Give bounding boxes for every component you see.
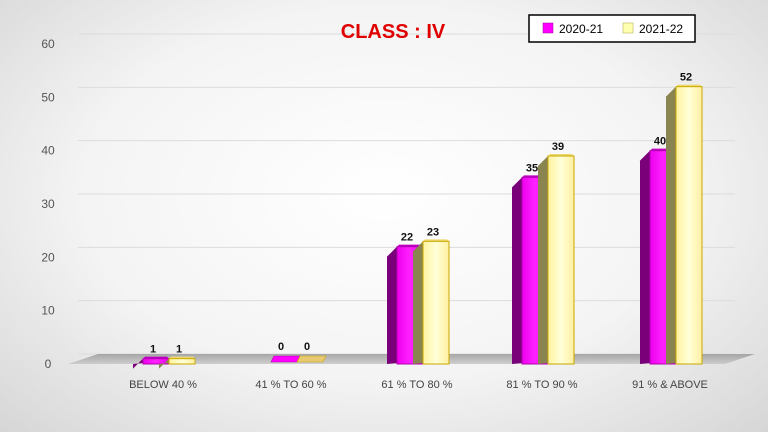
chart-title: CLASS : IV bbox=[341, 21, 446, 43]
legend-swatch-2021-22 bbox=[622, 22, 634, 34]
bar-side bbox=[413, 241, 423, 364]
legend-label-2020-21: 2020-21 bbox=[559, 22, 603, 36]
y-tick-label: 60 bbox=[41, 37, 55, 51]
bar-top bbox=[676, 84, 702, 87]
x-tick-label: 61 % TO 80 % bbox=[381, 379, 452, 391]
y-tick-label: 30 bbox=[41, 197, 55, 211]
bar-2020-21-0 bbox=[133, 356, 170, 369]
data-label: 39 bbox=[552, 141, 564, 153]
x-tick-label: 41 % TO 60 % bbox=[255, 379, 326, 391]
x-tick-label: 81 % TO 90 % bbox=[506, 379, 577, 391]
y-tick-label: 10 bbox=[41, 304, 55, 318]
y-axis: 0 10 20 30 40 50 60 bbox=[41, 37, 55, 371]
legend: 2020-21 2021-22 bbox=[528, 14, 696, 43]
bars bbox=[133, 84, 703, 369]
y-tick-label: 50 bbox=[41, 90, 55, 104]
bar-2021-22-2 bbox=[413, 239, 450, 365]
bar-top bbox=[397, 244, 423, 247]
bar-zero bbox=[296, 355, 327, 363]
bar-2021-22-1 bbox=[296, 355, 327, 363]
bar-front bbox=[675, 86, 703, 365]
bar-2021-22-3 bbox=[538, 154, 575, 365]
y-tick-label: 40 bbox=[41, 144, 55, 158]
x-tick-label: BELOW 40 % bbox=[129, 379, 197, 391]
x-tick-label: 91 % & ABOVE bbox=[632, 379, 708, 391]
x-axis: BELOW 40 % 41 % TO 60 % 61 % TO 80 % 81 % T… bbox=[129, 379, 708, 391]
bar-side bbox=[133, 358, 143, 369]
bar-side bbox=[666, 86, 676, 365]
bar-side bbox=[538, 156, 548, 364]
data-label: 22 bbox=[401, 232, 413, 244]
data-label: 1 bbox=[176, 344, 182, 356]
data-label: 40 bbox=[654, 136, 666, 148]
y-tick-label: 20 bbox=[41, 250, 55, 264]
data-labels: 1 1 0 0 22 23 35 39 40 52 bbox=[150, 72, 692, 356]
bar-side bbox=[640, 150, 650, 364]
bar-zero bbox=[270, 355, 301, 363]
data-label: 1 bbox=[150, 344, 156, 356]
bar-2021-22-0 bbox=[159, 356, 196, 369]
bar-side bbox=[512, 177, 522, 364]
data-label: 0 bbox=[278, 341, 284, 353]
bar-2021-22-4 bbox=[666, 84, 703, 365]
bar-front bbox=[422, 240, 450, 365]
bar-front bbox=[547, 155, 575, 365]
legend-swatch-2020-21 bbox=[542, 22, 554, 34]
legend-label-2021-22: 2021-22 bbox=[639, 22, 683, 36]
data-label: 52 bbox=[680, 72, 692, 84]
bar-side bbox=[159, 358, 169, 369]
bar-side bbox=[387, 246, 397, 364]
bar-front bbox=[168, 358, 196, 365]
data-label: 0 bbox=[304, 341, 310, 353]
data-label: 35 bbox=[526, 162, 538, 174]
bar-2020-21-1 bbox=[270, 355, 301, 363]
y-tick-label: 0 bbox=[45, 357, 52, 371]
data-label: 23 bbox=[427, 226, 439, 238]
